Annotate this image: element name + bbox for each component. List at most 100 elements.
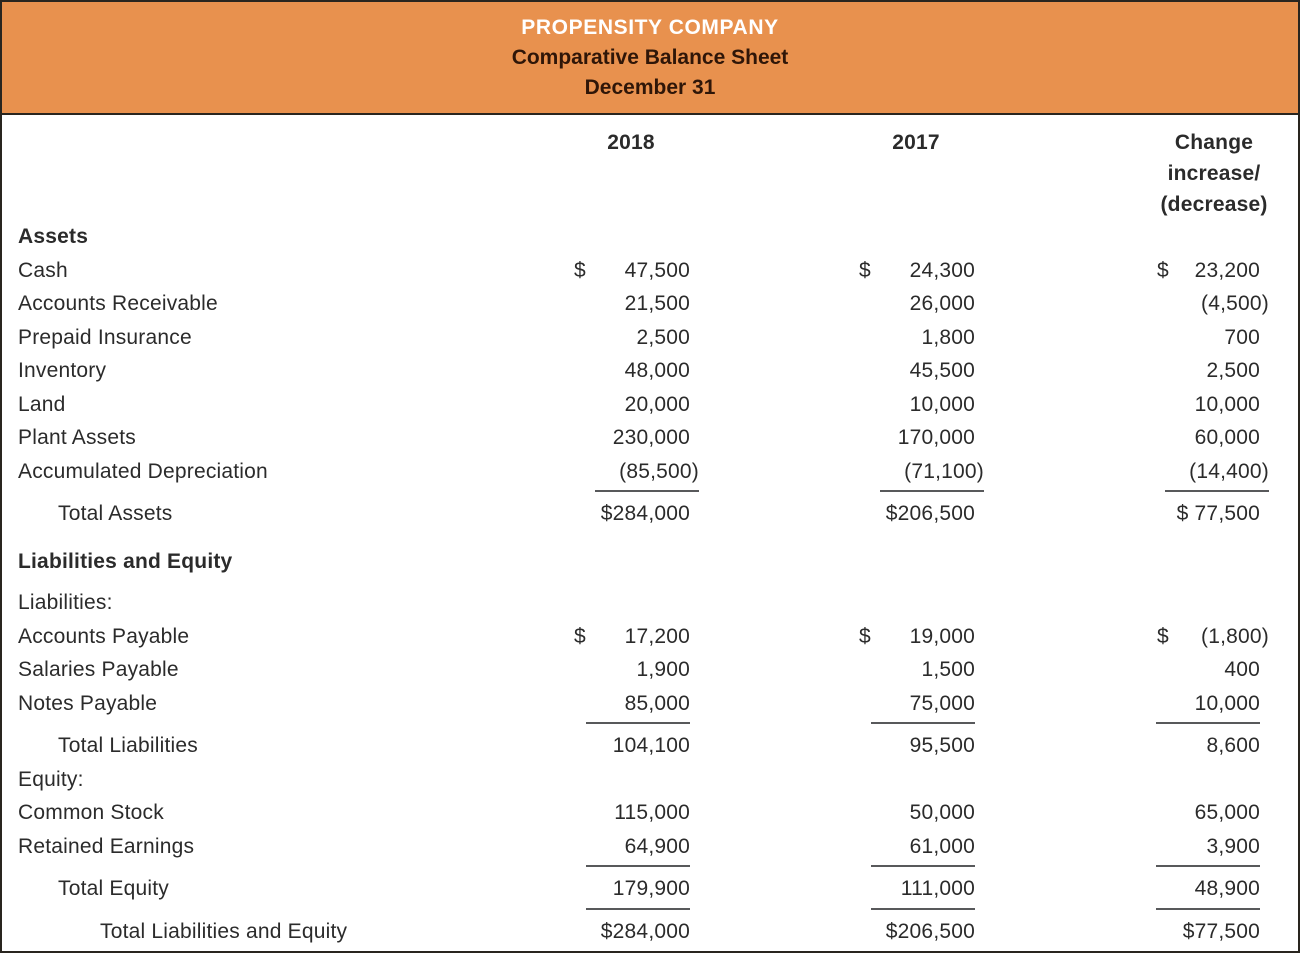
amount-change: 48,900 bbox=[1156, 872, 1260, 910]
cell-2017: $19,000 bbox=[857, 620, 975, 654]
dollar-sign: $ bbox=[859, 258, 871, 282]
cell-2017: 170,000 bbox=[857, 421, 975, 455]
amount-2017: 26,000 bbox=[909, 292, 975, 315]
row-common-stock: Common Stock 115,000 50,000 65,000 bbox=[18, 796, 1260, 830]
amount-change: 60,000 bbox=[1194, 426, 1260, 449]
row-label: Notes Payable bbox=[18, 691, 158, 715]
row-land: Land 20,000 10,000 10,000 bbox=[18, 388, 1260, 422]
cell-change: (14,400) bbox=[1142, 455, 1269, 492]
cell-2018: 115,000 bbox=[572, 796, 690, 830]
amount-change: (4,500) bbox=[1201, 292, 1269, 315]
row-accumulated-depreciation: Accumulated Depreciation (85,500) (71,10… bbox=[18, 455, 1269, 492]
amount-2018: $284,000 bbox=[600, 502, 690, 525]
report-title: Comparative Balance Sheet bbox=[511, 46, 789, 69]
amount-change: 700 bbox=[1224, 325, 1260, 349]
cell-change: 8,600 bbox=[1142, 729, 1260, 763]
amount-change: 10,000 bbox=[1194, 392, 1260, 416]
row-label: Assets bbox=[18, 225, 89, 248]
amount-2017: 50,000 bbox=[909, 801, 975, 824]
row-label: Total Equity bbox=[58, 877, 169, 900]
cell-2018 bbox=[572, 220, 690, 254]
cell-2018: 20,000 bbox=[572, 388, 690, 422]
row-total-liabilities-and-equity: Total Liabilities and Equity $284,000 $2… bbox=[18, 915, 1260, 949]
row-liabilities: Liabilities: bbox=[18, 586, 1260, 620]
cell-2018 bbox=[572, 586, 690, 620]
amount-2017: 75,000 bbox=[871, 687, 975, 724]
change-header-line3: (decrease) bbox=[1160, 193, 1268, 216]
dollar-sign: $ bbox=[1157, 258, 1169, 282]
row-total-liabilities: Total Liabilities 104,100 95,500 8,600 bbox=[18, 729, 1260, 763]
cell-change: 65,000 bbox=[1142, 796, 1260, 830]
row-label: Common Stock bbox=[18, 801, 164, 824]
cell-2017: 75,000 bbox=[857, 687, 975, 724]
row-label: Prepaid Insurance bbox=[18, 325, 192, 349]
amount-2018: 230,000 bbox=[612, 426, 690, 449]
cell-change bbox=[1142, 586, 1260, 620]
amount-2017: 61,000 bbox=[871, 830, 975, 867]
amount-2018: 1,900 bbox=[636, 658, 690, 681]
cell-2018: (85,500) bbox=[572, 455, 699, 492]
cell-2018: 104,100 bbox=[572, 729, 690, 763]
amount-change: 8,600 bbox=[1206, 734, 1260, 757]
row-label: Liabilities and Equity bbox=[18, 549, 233, 573]
amount-2018: 17,200 bbox=[624, 624, 690, 648]
cell-change: 10,000 bbox=[1142, 388, 1260, 422]
row-label: Total Liabilities bbox=[58, 734, 198, 757]
cell-2018 bbox=[572, 545, 690, 579]
cell-change: 3,900 bbox=[1142, 830, 1260, 867]
amount-2017: 10,000 bbox=[909, 392, 975, 416]
cell-2017 bbox=[857, 545, 975, 579]
cell-change: 700 bbox=[1142, 321, 1260, 355]
amount-2018: 20,000 bbox=[624, 392, 690, 416]
amount-2017: 45,500 bbox=[909, 359, 975, 382]
amount-2018: 2,500 bbox=[636, 325, 690, 349]
cell-change: $ 77,500 bbox=[1142, 497, 1260, 531]
amount-2018: 64,900 bbox=[586, 830, 690, 867]
cell-2018: 179,900 bbox=[572, 872, 690, 910]
row-plant-assets: Plant Assets 230,000 170,000 60,000 bbox=[18, 421, 1260, 455]
cell-change: 2,500 bbox=[1142, 354, 1260, 388]
row-label: Plant Assets bbox=[18, 426, 136, 449]
amount-2017: 170,000 bbox=[897, 426, 975, 449]
cell-2018 bbox=[572, 763, 690, 797]
cell-2017: 50,000 bbox=[857, 796, 975, 830]
cell-2017 bbox=[857, 220, 975, 254]
cell-2018: 1,900 bbox=[572, 653, 690, 687]
cell-2017 bbox=[857, 763, 975, 797]
cell-2017: 111,000 bbox=[857, 872, 975, 910]
dollar-sign: $ bbox=[1157, 624, 1169, 648]
row-accounts-payable: Accounts Payable $17,200 $19,000 $ (1,800… bbox=[18, 620, 1269, 654]
row-label: Total Assets bbox=[58, 502, 173, 525]
cell-2017: 95,500 bbox=[857, 729, 975, 763]
change-header-line2: increase/ bbox=[1167, 162, 1261, 185]
row-label: Equity: bbox=[18, 767, 84, 791]
amount-change: 10,000 bbox=[1156, 687, 1260, 724]
report-header: PROPENSITY COMPANY Comparative Balance S… bbox=[2, 2, 1298, 115]
row-total-assets: Total Assets $284,000 $206,500 $ 77,500 bbox=[18, 497, 1260, 531]
amount-change: 2,500 bbox=[1206, 359, 1260, 382]
cell-change: 10,000 bbox=[1142, 687, 1260, 724]
amount-change: $77,500 bbox=[1182, 919, 1260, 943]
cell-2018: 230,000 bbox=[572, 421, 690, 455]
amount-2017: 111,000 bbox=[871, 872, 975, 910]
cell-2018: 85,000 bbox=[572, 687, 690, 724]
row-cash: Cash $47,500 $24,300 $23,200 bbox=[18, 254, 1260, 288]
dollar-sign: $ bbox=[574, 258, 586, 282]
row-accounts-receivable: Accounts Receivable 21,500 26,000 (4,500… bbox=[18, 287, 1269, 321]
row-inventory: Inventory 48,000 45,500 2,500 bbox=[18, 354, 1260, 388]
amount-2018: 104,100 bbox=[612, 734, 690, 757]
row-label: Salaries Payable bbox=[18, 658, 179, 681]
cell-2018: $284,000 bbox=[572, 915, 690, 949]
amount-2017: 19,000 bbox=[909, 624, 975, 648]
row-label: Cash bbox=[18, 258, 68, 282]
cell-change: 400 bbox=[1142, 653, 1260, 687]
cell-change bbox=[1142, 763, 1260, 797]
amount-change: 65,000 bbox=[1194, 801, 1260, 824]
amount-change: $ 77,500 bbox=[1176, 502, 1260, 525]
row-retained-earnings: Retained Earnings 64,900 61,000 3,900 bbox=[18, 830, 1260, 867]
cell-2017 bbox=[857, 586, 975, 620]
row-label: Liabilities: bbox=[18, 591, 113, 614]
amount-2018: 21,500 bbox=[624, 292, 690, 315]
row-label: Total Liabilities and Equity bbox=[100, 919, 348, 943]
